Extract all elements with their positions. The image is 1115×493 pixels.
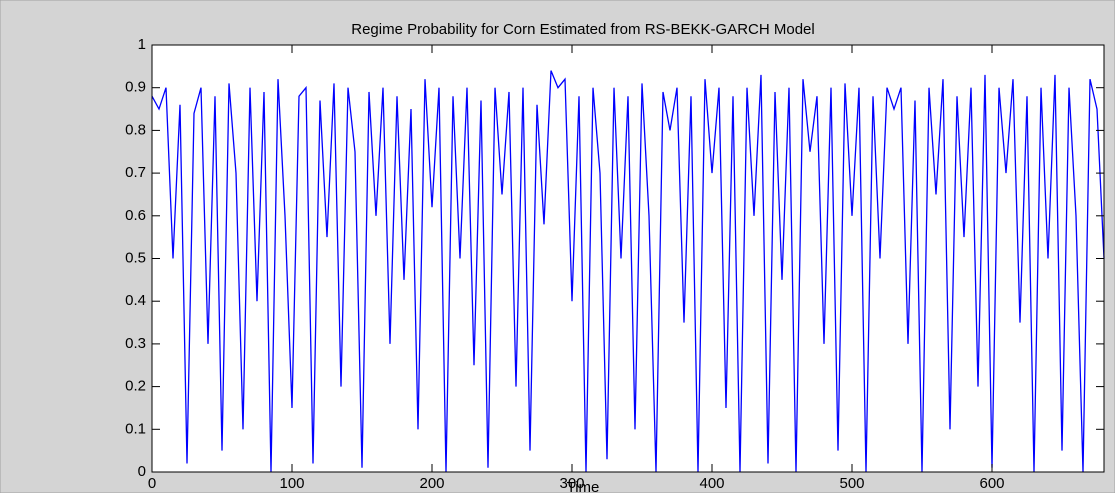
y-tick-label: 0.4 — [125, 292, 146, 309]
y-tick-label: 0.5 — [125, 249, 146, 266]
data-line — [151, 70, 1105, 473]
x-tick-label: 400 — [699, 475, 724, 492]
y-tick-label: 0.6 — [125, 207, 146, 224]
x-axis-label: Time — [567, 479, 600, 493]
y-tick-label: 0 — [138, 463, 146, 480]
y-tick-label: 0.3 — [125, 335, 146, 352]
x-tick-label: 0 — [148, 475, 156, 492]
chart-title: Regime Probability for Corn Estimated fr… — [351, 21, 814, 38]
axes-box — [151, 44, 1105, 473]
y-tick-label: 0.7 — [125, 164, 146, 181]
x-tick-label: 200 — [419, 475, 444, 492]
y-tick-label: 0.8 — [125, 121, 146, 138]
y-tick-label: 1 — [138, 36, 146, 53]
x-tick-label: 500 — [839, 475, 864, 492]
y-tick-label: 0.2 — [125, 378, 146, 395]
x-tick-label: 300 — [559, 475, 584, 492]
y-tick-label: 0.9 — [125, 79, 146, 96]
x-tick-label: 100 — [279, 475, 304, 492]
y-tick-label: 0.1 — [125, 420, 146, 437]
x-tick-label: 600 — [979, 475, 1004, 492]
